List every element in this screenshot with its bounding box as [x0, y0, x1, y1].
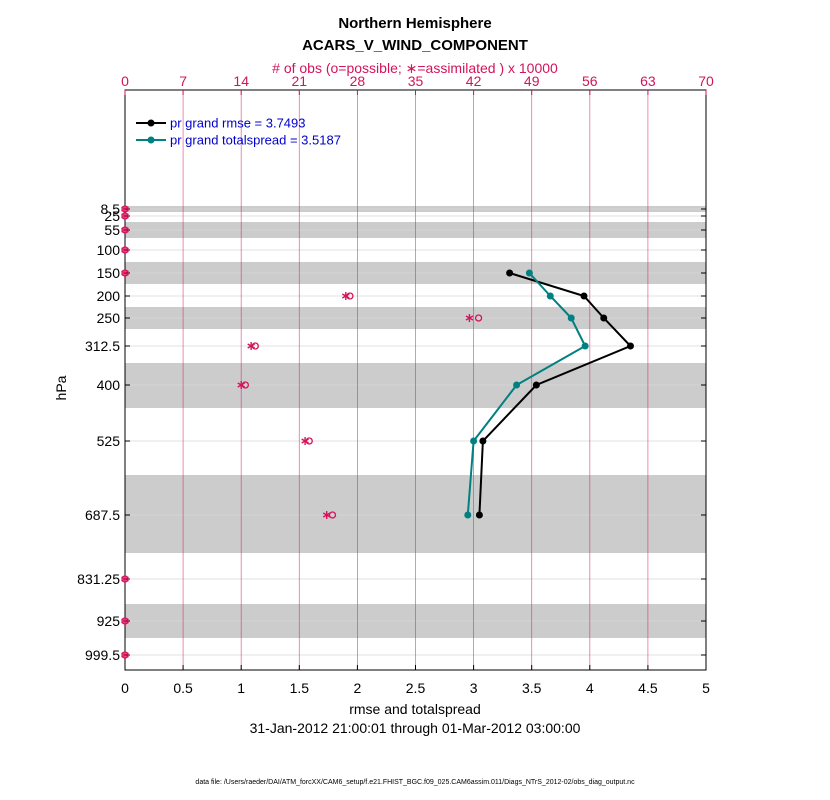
obs-star-stroke [322, 512, 331, 518]
obs-possible-marker [474, 314, 483, 322]
obs-star-stroke [121, 576, 129, 582]
series-point-totalspread [464, 511, 472, 519]
y-tick-label: 150 [97, 265, 121, 281]
obs-assimilated-marker [121, 226, 129, 234]
top-axis-label: # of obs (o=possible; ∗=assimilated ) x … [272, 60, 558, 76]
y-tick-label: 312.5 [85, 338, 120, 354]
y-axis-label: hPa [53, 375, 69, 400]
x-tick-label: 5 [702, 680, 710, 696]
x-tick-label: 0 [121, 680, 129, 696]
series-point-totalspread [567, 314, 575, 322]
top-tick-label: 7 [179, 73, 187, 89]
legend-label-totalspread: pr grand totalspread = 3.5187 [170, 133, 341, 148]
obs-star-stroke [121, 206, 129, 212]
top-tick-label: 56 [582, 73, 598, 89]
obs-assimilated-marker [237, 381, 246, 389]
top-tick-label: 0 [121, 73, 129, 89]
obs-possible-marker [328, 511, 337, 519]
obs-counts [121, 205, 483, 659]
obs-assimilated-marker [121, 575, 129, 583]
obs-star-stroke [121, 247, 129, 253]
data-file-footer: data file: /Users/raeder/DAI/ATM_forcXX/… [195, 779, 635, 786]
x-tick-label: 4 [586, 680, 594, 696]
obs-star-stroke [301, 438, 309, 444]
obs-assimilated-marker [341, 292, 350, 300]
obs-assimilated-marker [465, 314, 474, 322]
obs-assimilated-marker [247, 342, 255, 350]
x-tick-label: 0.5 [173, 680, 193, 696]
x-tick-label: 1 [237, 680, 245, 696]
series-point-totalspread [470, 437, 478, 445]
obs-star-stroke [341, 293, 350, 299]
series-point-totalspread [525, 269, 533, 277]
legend: pr grand rmse = 3.7493 pr grand totalspre… [136, 116, 341, 148]
obs-assimilated-marker [121, 617, 129, 625]
obs-assimilated-marker [322, 511, 331, 519]
y-tick-label: 999.5 [85, 647, 120, 663]
series-point-rmse [600, 314, 608, 322]
x-tick-label: 4.5 [638, 680, 658, 696]
x-tick-label: 3.5 [522, 680, 542, 696]
top-tick-label: 49 [524, 73, 540, 89]
y-tick-label: 55 [104, 222, 120, 238]
series-point-rmse [532, 381, 540, 389]
y-tick-label: 925 [97, 613, 121, 629]
top-tick-label: 35 [408, 73, 424, 89]
obs-star-stroke [237, 382, 246, 388]
x-axis-label: rmse and totalspread [349, 701, 481, 717]
y-tick-label: 831.25 [77, 571, 120, 587]
y-tick-label: 400 [97, 377, 121, 393]
grid [124, 90, 707, 670]
x-tick-label: 2.5 [406, 680, 426, 696]
series-point-rmse [475, 511, 483, 519]
top-tick-label: 70 [698, 73, 714, 89]
top-tick-label: 42 [466, 73, 482, 89]
obs-assimilated-marker [121, 269, 129, 277]
obs-assimilated-marker [121, 212, 129, 220]
date-range: 31-Jan-2012 21:00:01 through 01-Mar-2012… [250, 720, 581, 736]
y-tick-label: 8.5 [101, 201, 121, 217]
y-tick-label: 25 [104, 208, 120, 224]
x-tick-label: 2 [354, 680, 362, 696]
series-point-totalspread [581, 342, 589, 350]
obs-assimilated-marker [121, 246, 129, 254]
y-tick-label: 200 [97, 288, 121, 304]
y-tick-label: 687.5 [85, 507, 120, 523]
chart-title: Northern Hemisphere [338, 15, 491, 32]
obs-star-stroke [121, 227, 129, 233]
top-tick-label: 14 [233, 73, 249, 89]
obs-star-stroke [247, 343, 255, 349]
series-point-rmse [506, 269, 514, 277]
obs-assimilated-marker [301, 437, 309, 445]
top-tick-label: 21 [292, 73, 308, 89]
legend-marker-totalspread [147, 136, 155, 144]
top-tick-label: 63 [640, 73, 656, 89]
series-point-rmse [479, 437, 487, 445]
y-tick-label: 250 [97, 310, 121, 326]
series-point-rmse [626, 342, 634, 350]
obs-assimilated-marker [121, 205, 129, 213]
obs-star-stroke [465, 315, 474, 321]
obs-star-stroke [121, 213, 129, 219]
x-tick-label: 1.5 [290, 680, 310, 696]
obs-assimilated-marker [121, 651, 129, 659]
y-tick-label: 100 [97, 242, 121, 258]
y-tick-label: 525 [97, 433, 121, 449]
x-tick-label: 3 [470, 680, 478, 696]
series-point-totalspread [513, 381, 521, 389]
ticks: 0 0.5 1 1.5 2 2.5 3 3.5 4 4.5 5 0 7 14 21 28 35 42 49 56 63 7… [77, 73, 714, 696]
top-tick-label: 28 [350, 73, 366, 89]
obs-star-stroke [121, 618, 129, 624]
legend-label-rmse: pr grand rmse = 3.7493 [170, 116, 306, 131]
chart-subtitle: ACARS_V_WIND_COMPONENT [302, 37, 528, 54]
series [464, 269, 634, 519]
series-point-totalspread [546, 292, 554, 300]
legend-marker-rmse [147, 119, 155, 127]
obs-star-stroke [121, 270, 129, 276]
series-point-rmse [580, 292, 588, 300]
obs-star-stroke [121, 652, 129, 658]
